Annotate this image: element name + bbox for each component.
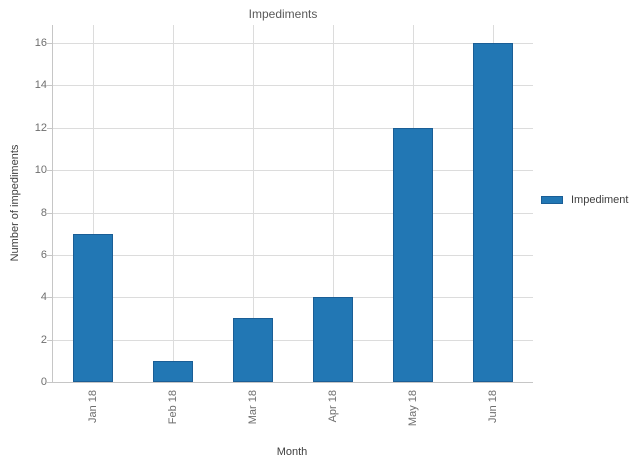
y-tick-label: 8	[40, 207, 47, 219]
h-gridline	[53, 255, 533, 256]
x-axis-title: Month	[276, 446, 308, 458]
y-tick-mark	[47, 255, 52, 256]
bar-apr-18	[313, 297, 353, 382]
legend-swatch	[541, 196, 563, 204]
y-tick-mark	[47, 297, 52, 298]
y-tick-label: 0	[40, 376, 47, 388]
plot-area: 0 2 4 6 8 10 12 14 16 Jan 18 Feb 18 Mar 18 Apr 18 May…	[35, 25, 533, 426]
y-tick-mark	[47, 85, 52, 86]
legend-label: Impediment	[571, 194, 629, 206]
x-tick-label: Jun 18	[487, 390, 499, 424]
h-gridline	[53, 170, 533, 171]
h-gridline	[53, 213, 533, 214]
y-tick-label: 2	[40, 334, 47, 346]
bar-jun-18	[473, 43, 513, 382]
y-tick-label: 14	[34, 79, 47, 91]
y-tick-mark	[47, 382, 52, 383]
bar-jan-18	[73, 234, 113, 382]
bar-mar-18	[233, 318, 273, 382]
x-tick-label: Jan 18	[87, 390, 99, 424]
y-tick-label: 10	[34, 164, 47, 176]
y-tick-label: 4	[40, 291, 47, 303]
y-tick-mark	[47, 43, 52, 44]
y-tick-mark	[47, 170, 52, 171]
x-tick-label: Feb 18	[167, 390, 179, 425]
v-gridline	[333, 25, 334, 382]
legend: Impediment	[541, 194, 628, 206]
v-gridline	[173, 25, 174, 382]
bar-may-18	[393, 128, 433, 382]
y-tick-mark	[47, 213, 52, 214]
y-tick-label: 6	[40, 249, 47, 261]
h-gridline	[53, 297, 533, 298]
v-gridline	[253, 25, 254, 382]
y-tick-mark	[47, 128, 52, 129]
y-tick-label: 16	[34, 37, 47, 49]
x-tick-label: Mar 18	[247, 390, 259, 425]
h-gridline	[53, 85, 533, 86]
y-tick-label: 12	[34, 122, 47, 134]
y-axis-title: Number of impediments	[9, 144, 21, 262]
chart-title: Impediments	[248, 7, 318, 21]
x-tick-label: May 18	[407, 390, 419, 427]
h-gridline	[53, 128, 533, 129]
bar-feb-18	[153, 361, 193, 382]
x-tick-label: Apr 18	[327, 390, 339, 423]
h-gridline	[53, 340, 533, 341]
h-gridline	[53, 43, 533, 44]
v-gridline	[93, 25, 94, 382]
y-tick-mark	[47, 340, 52, 341]
